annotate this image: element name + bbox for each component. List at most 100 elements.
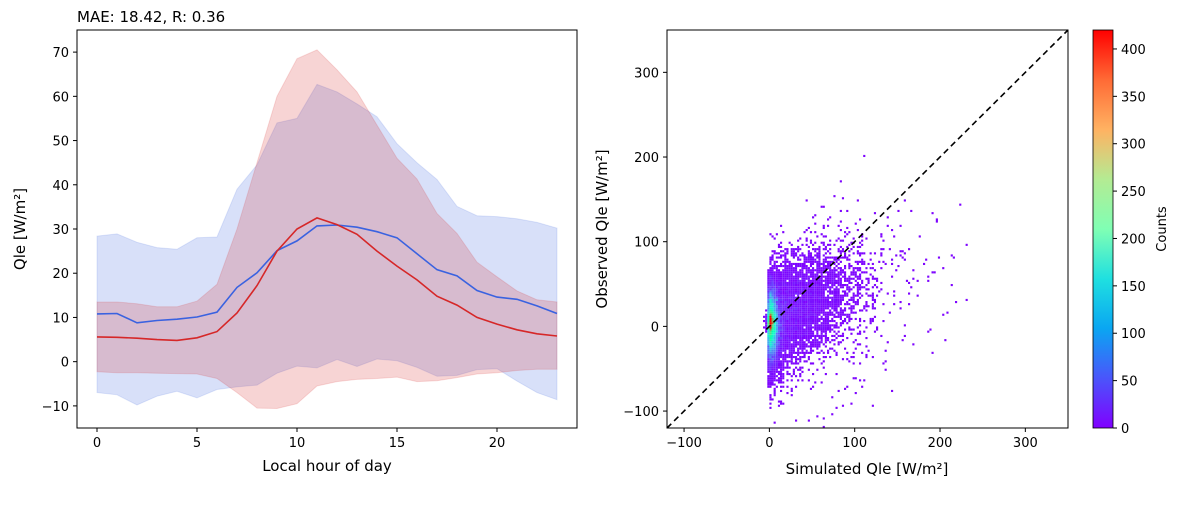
heatmap-cell xyxy=(812,326,815,329)
heatmap-cell xyxy=(955,301,958,304)
heatmap-cell xyxy=(805,360,808,363)
heatmap-cell xyxy=(816,328,819,331)
heatmap-cell xyxy=(824,373,827,376)
heatmap-cell xyxy=(784,324,787,327)
heatmap-cell xyxy=(865,271,868,274)
heatmap-cell xyxy=(807,256,810,259)
heatmap-cell xyxy=(814,248,817,251)
heatmap-cell xyxy=(818,298,821,302)
heatmap-cell xyxy=(777,358,781,361)
heatmap-cell xyxy=(816,307,819,310)
heatmap-cell xyxy=(816,301,819,304)
heatmap-cell xyxy=(773,290,776,293)
heatmap-cell xyxy=(784,351,787,354)
heatmap-cell xyxy=(771,366,774,369)
heatmap-cell xyxy=(822,317,825,321)
heatmap-cell xyxy=(852,294,855,297)
heatmap-cell xyxy=(814,343,817,346)
heatmap-cell xyxy=(782,377,785,380)
heatmap-cell xyxy=(867,294,870,297)
heatmap-cell xyxy=(797,334,800,338)
heatmap-cell xyxy=(780,224,783,227)
heatmap-cell xyxy=(769,313,772,316)
heatmap-cell xyxy=(833,256,836,259)
heatmap-cell xyxy=(816,334,819,338)
heatmap-cell xyxy=(777,362,781,365)
heatmap-cell xyxy=(792,267,795,270)
heatmap-cell xyxy=(788,366,791,369)
heatmap-cell xyxy=(769,322,772,325)
heatmap-cell xyxy=(824,301,827,304)
heatmap-cell xyxy=(767,277,770,280)
heatmap-cell xyxy=(780,275,783,278)
heatmap-cell xyxy=(773,377,776,380)
heatmap-cell xyxy=(824,315,827,318)
heatmap-cell xyxy=(795,273,798,276)
heatmap-cell xyxy=(771,332,774,335)
heatmap-cell xyxy=(782,284,785,287)
heatmap-cell xyxy=(897,209,900,213)
heatmap-cell xyxy=(788,339,791,342)
heatmap-cell xyxy=(822,320,825,323)
heatmap-cell xyxy=(771,258,774,261)
heatmap-cell xyxy=(769,233,772,236)
heatmap-cell xyxy=(859,284,862,287)
colorbar-label: Counts xyxy=(1155,206,1170,252)
heatmap-cell xyxy=(799,279,802,282)
heatmap-cell xyxy=(835,279,838,282)
heatmap-cell xyxy=(865,353,868,357)
heatmap-cell xyxy=(786,360,789,363)
colorbar-tick-label: 100 xyxy=(1121,327,1146,342)
heatmap-cell xyxy=(827,311,830,314)
heatmap-cell xyxy=(790,317,793,321)
heatmap-cell xyxy=(899,254,902,257)
heatmap-cell xyxy=(807,294,810,297)
heatmap-cell xyxy=(816,275,819,278)
heatmap-cell xyxy=(805,345,808,348)
heatmap-cell xyxy=(835,353,838,357)
heatmap-cell xyxy=(901,250,904,253)
heatmap-cell xyxy=(803,315,806,318)
heatmap-cell xyxy=(820,341,823,344)
heatmap-cell xyxy=(865,305,868,308)
heatmap-cell xyxy=(765,328,768,331)
left-x-axis-label: Local hour of day xyxy=(262,457,392,475)
heatmap-cell xyxy=(790,394,793,397)
heatmap-cell xyxy=(797,305,800,308)
heatmap-cell xyxy=(816,311,819,314)
heatmap-cell xyxy=(767,385,770,388)
heatmap-cell xyxy=(788,277,791,280)
heatmap-cell xyxy=(833,267,836,270)
heatmap-cell xyxy=(805,307,808,310)
heatmap-cell xyxy=(790,288,793,291)
heatmap-cell xyxy=(884,368,887,371)
heatmap-cell xyxy=(829,239,832,242)
heatmap-cell xyxy=(792,351,795,354)
heatmap-cell xyxy=(837,292,840,295)
heatmap-cell xyxy=(801,273,804,276)
heatmap-cell xyxy=(841,256,845,259)
heatmap-cell xyxy=(871,262,874,266)
heatmap-cell xyxy=(816,273,819,276)
heatmap-cell xyxy=(929,328,932,331)
heatmap-cell xyxy=(777,377,781,380)
heatmap-cell xyxy=(841,296,845,299)
heatmap-cell xyxy=(814,292,817,295)
heatmap-cell xyxy=(803,309,806,312)
heatmap-cell xyxy=(809,337,813,340)
heatmap-cell xyxy=(850,402,853,405)
heatmap-cell xyxy=(812,258,815,261)
heatmap-cell xyxy=(775,284,778,287)
heatmap-cell xyxy=(841,313,845,316)
heatmap-cell xyxy=(797,362,800,365)
heatmap-cell xyxy=(824,324,827,327)
heatmap-cell xyxy=(871,275,874,278)
heatmap-cell xyxy=(863,379,866,382)
heatmap-cell xyxy=(786,248,789,251)
heatmap-cell xyxy=(814,301,817,304)
heatmap-cell xyxy=(822,309,825,312)
heatmap-cell xyxy=(824,281,827,285)
heatmap-cell xyxy=(799,286,802,289)
heatmap-cell xyxy=(812,309,815,312)
heatmap-cell xyxy=(773,368,776,371)
